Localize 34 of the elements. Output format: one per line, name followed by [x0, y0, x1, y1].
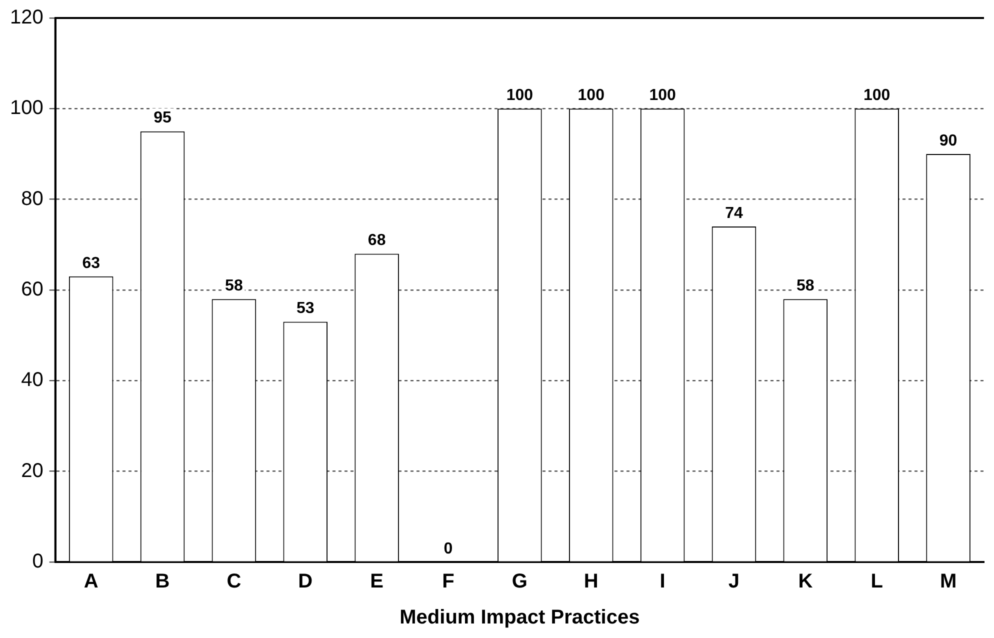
data-label: 63 [82, 254, 100, 272]
x-tick-label: L [870, 570, 883, 593]
x-tick-label: F [442, 570, 454, 593]
y-tick-label: 120 [10, 6, 44, 29]
data-label: 100 [506, 87, 534, 104]
x-tick-label: M [940, 570, 957, 593]
y-tick-label: 60 [21, 278, 44, 301]
data-label: 68 [368, 232, 386, 250]
x-tick-label: A [84, 570, 98, 593]
x-tick-label: G [512, 570, 528, 593]
data-label: 74 [725, 204, 743, 222]
data-label: 58 [225, 277, 243, 294]
y-tick-label: 0 [32, 550, 44, 573]
y-tick-label: 20 [21, 460, 44, 482]
x-tick-label: B [155, 570, 170, 593]
data-label: 90 [939, 132, 958, 150]
data-label: 100 [864, 87, 890, 104]
x-axis-title: Medium Impact Practices [400, 606, 640, 629]
data-label: 100 [578, 87, 605, 104]
x-tick-label: D [298, 570, 313, 593]
y-tick-label: 80 [21, 188, 44, 210]
data-label: 95 [154, 110, 172, 127]
x-tick-label: I [660, 570, 666, 593]
x-tick-label: J [728, 570, 740, 593]
data-label: 100 [649, 87, 676, 104]
x-tick-label: H [584, 570, 598, 593]
y-tick-label: 100 [10, 97, 44, 120]
data-label: 53 [296, 300, 314, 318]
x-tick-label: E [370, 570, 384, 593]
y-tick-label: 40 [21, 369, 44, 392]
data-label: 58 [796, 277, 814, 294]
data-label: 0 [444, 540, 453, 558]
x-tick-label: K [798, 570, 814, 593]
x-tick-label: C [226, 570, 242, 593]
